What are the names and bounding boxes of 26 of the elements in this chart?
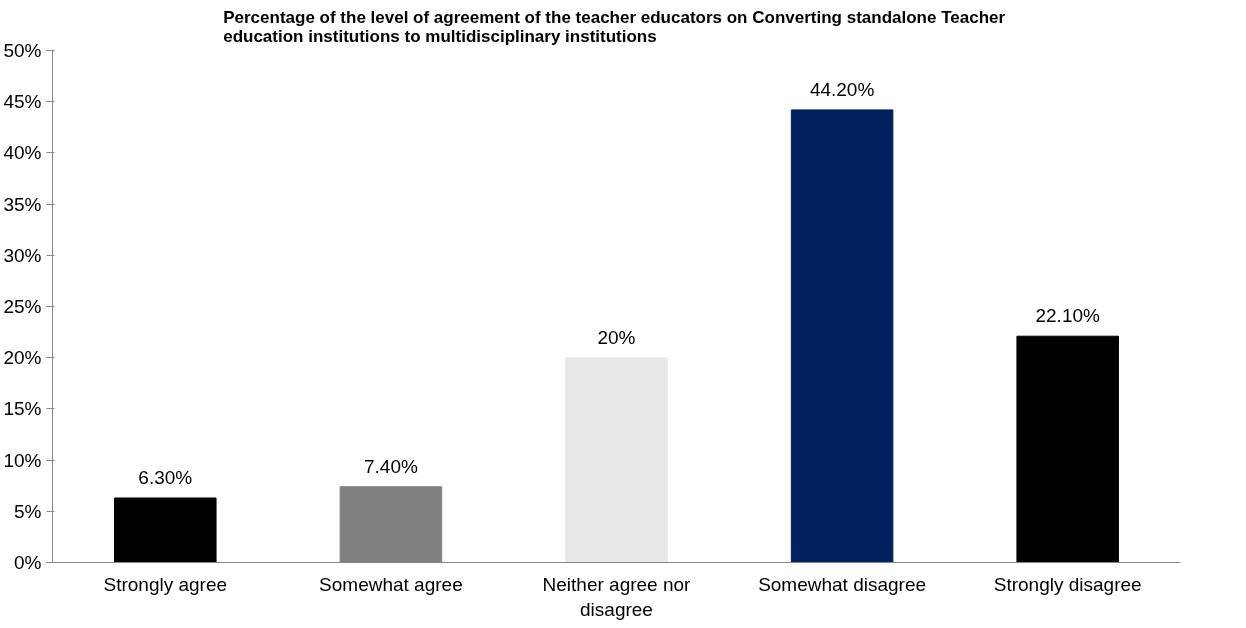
- y-tick-label: 35%: [3, 193, 42, 215]
- y-tick-label: 30%: [3, 244, 42, 266]
- data-label: 22.10%: [1035, 305, 1101, 327]
- bar: [565, 357, 668, 563]
- y-tick-label: 40%: [3, 142, 42, 164]
- x-tick-label: Somewhat disagree: [758, 573, 927, 595]
- y-tick-label: 15%: [3, 398, 42, 420]
- x-tick-label: Somewhat agree: [319, 573, 463, 595]
- bar: [790, 109, 894, 563]
- bar: [1016, 335, 1119, 563]
- x-tick-label: Strongly agree: [103, 573, 228, 595]
- y-tick-label: 0%: [14, 552, 42, 573]
- data-label: 44.20%: [809, 78, 875, 100]
- y-tick-label: 10%: [3, 449, 42, 471]
- data-label: 7.40%: [363, 455, 418, 477]
- bar: [114, 497, 217, 563]
- x-tick-label: Neither agree nor disagree: [542, 573, 692, 620]
- y-tick-label: 45%: [3, 91, 42, 113]
- y-tick-label: 50%: [3, 40, 42, 61]
- y-tick-label: 5%: [14, 500, 42, 522]
- x-tick-label: Strongly disagree: [993, 573, 1142, 595]
- data-label: 20%: [597, 326, 636, 348]
- y-tick-label: 25%: [3, 296, 42, 317]
- chart-title: Percentage of the level of agreement of the teacher educators on Converting standalone Teacher education institutions to multidisciplinary institutions: [223, 7, 1006, 46]
- y-tick-label: 20%: [3, 347, 42, 369]
- data-label: 6.30%: [138, 466, 193, 488]
